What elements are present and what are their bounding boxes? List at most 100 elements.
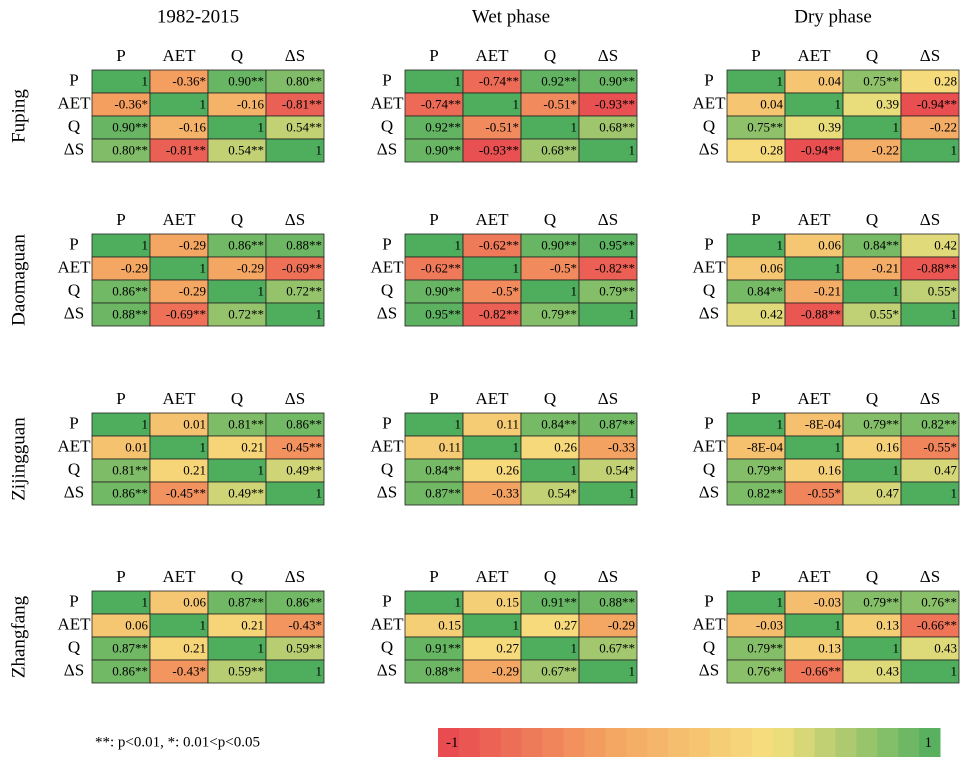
cell-label: 0.59** xyxy=(228,663,264,678)
column-variable: P xyxy=(751,46,760,65)
cell-label: 0.76** xyxy=(747,663,783,678)
column-variable: P xyxy=(116,46,125,65)
cell-label: 0.06 xyxy=(818,237,841,252)
column-variable: ΔS xyxy=(920,567,940,586)
cell-label: 0.59** xyxy=(286,640,322,655)
cell-label: 1 xyxy=(951,306,958,321)
column-variable: AET xyxy=(797,389,831,408)
column-variable: AET xyxy=(162,210,196,229)
cell-label: 0.79** xyxy=(599,283,635,298)
heatmap-cell xyxy=(578,659,638,684)
column-variable: ΔS xyxy=(920,210,940,229)
cell-label: 0.68** xyxy=(599,119,635,134)
colorbar-segment xyxy=(521,728,544,757)
cell-label: 1 xyxy=(142,416,149,431)
heatmap-cell xyxy=(900,302,960,327)
cell-label: -0.74** xyxy=(421,96,461,111)
cell-label: 0.90** xyxy=(112,119,148,134)
column-variable: Q xyxy=(866,46,878,65)
cell-label: 0.76** xyxy=(921,594,957,609)
cell-label: -0.88** xyxy=(917,260,957,275)
cell-label: 0.92** xyxy=(425,119,461,134)
cell-label: 0.21 xyxy=(183,462,206,477)
column-variable: AET xyxy=(162,389,196,408)
cell-label: 0.84** xyxy=(425,462,461,477)
row-variable: Q xyxy=(703,280,715,299)
cell-label: 1 xyxy=(893,640,900,655)
cell-label: -0.29 xyxy=(237,260,264,275)
cell-label: 0.95** xyxy=(425,306,461,321)
cell-label: -0.21 xyxy=(814,283,841,298)
colorbar-segment xyxy=(709,728,732,757)
cell-label: -0.36* xyxy=(114,96,148,111)
cell-label: 0.72** xyxy=(228,306,264,321)
cell-label: 0.88** xyxy=(599,594,635,609)
column-variable: Q xyxy=(231,567,243,586)
column-variable: AET xyxy=(475,210,509,229)
cell-label: 0.13 xyxy=(876,617,899,632)
column-variable: Q xyxy=(866,389,878,408)
cell-label: -0.29 xyxy=(492,663,519,678)
cell-label: 1 xyxy=(629,485,636,500)
cell-label: 1 xyxy=(571,283,578,298)
heatmap-cell xyxy=(900,659,960,684)
cell-label: -0.62** xyxy=(479,237,519,252)
column-variable: P xyxy=(429,567,438,586)
colorbar-segment xyxy=(919,728,941,757)
cell-label: 0.84** xyxy=(747,283,783,298)
column-variable: ΔS xyxy=(598,46,618,65)
row-variable: ΔS xyxy=(699,482,719,501)
row-variable: P xyxy=(704,234,713,253)
cell-label: 0.16 xyxy=(818,462,841,477)
cell-label: 1 xyxy=(777,73,784,88)
cell-label: 1 xyxy=(777,594,784,609)
row-variable: AET xyxy=(57,614,91,633)
row-variable: P xyxy=(382,70,391,89)
cell-label: 0.55* xyxy=(870,306,899,321)
row-variable: AET xyxy=(57,436,91,455)
cell-label: 0.87** xyxy=(425,485,461,500)
cell-label: 0.79** xyxy=(541,306,577,321)
cell-label: 0.75** xyxy=(747,119,783,134)
row-variable: AET xyxy=(57,93,91,112)
heatmap-cell xyxy=(578,138,638,163)
cell-label: 0.55* xyxy=(928,283,957,298)
cell-label: 1 xyxy=(455,594,462,609)
column-variable: P xyxy=(751,210,760,229)
cell-label: 1 xyxy=(951,663,958,678)
cell-label: 0.81** xyxy=(228,416,264,431)
cell-label: 1 xyxy=(316,485,323,500)
column-variable: P xyxy=(116,210,125,229)
cell-label: -0.16 xyxy=(179,119,207,134)
colorbar-segment xyxy=(563,728,585,757)
cell-label: 0.06 xyxy=(125,617,148,632)
cell-label: 0.82** xyxy=(747,485,783,500)
cell-label: 0.13 xyxy=(818,640,841,655)
colorbar-segment xyxy=(668,728,690,757)
cell-label: -0.43* xyxy=(288,617,322,632)
column-variable: Q xyxy=(231,389,243,408)
colorbar-segment xyxy=(751,728,774,757)
colorbar-segment xyxy=(730,728,753,757)
row-variable: ΔS xyxy=(377,303,397,322)
cell-label: 0.39 xyxy=(818,119,841,134)
cell-label: 0.54* xyxy=(606,462,635,477)
cell-label: -0.5* xyxy=(492,283,519,298)
column-variable: ΔS xyxy=(285,389,305,408)
cell-label: -0.22 xyxy=(930,119,957,134)
cell-label: 1 xyxy=(777,237,784,252)
cell-label: 1 xyxy=(951,142,958,157)
cell-label: -0.93** xyxy=(595,96,635,111)
cell-label: 1 xyxy=(893,283,900,298)
cell-label: -0.16 xyxy=(237,96,265,111)
column-variable: AET xyxy=(475,567,509,586)
cell-label: 0.80** xyxy=(112,142,148,157)
heatmap-cell xyxy=(265,138,325,163)
cell-label: 0.42 xyxy=(760,306,783,321)
station-label: Zijingguan xyxy=(8,417,29,501)
cell-label: -0.66** xyxy=(801,663,841,678)
colorbar-segment xyxy=(772,728,795,757)
cell-label: 0.80** xyxy=(286,73,322,88)
cell-label: -0.93** xyxy=(479,142,519,157)
cell-label: -0.82** xyxy=(595,260,635,275)
